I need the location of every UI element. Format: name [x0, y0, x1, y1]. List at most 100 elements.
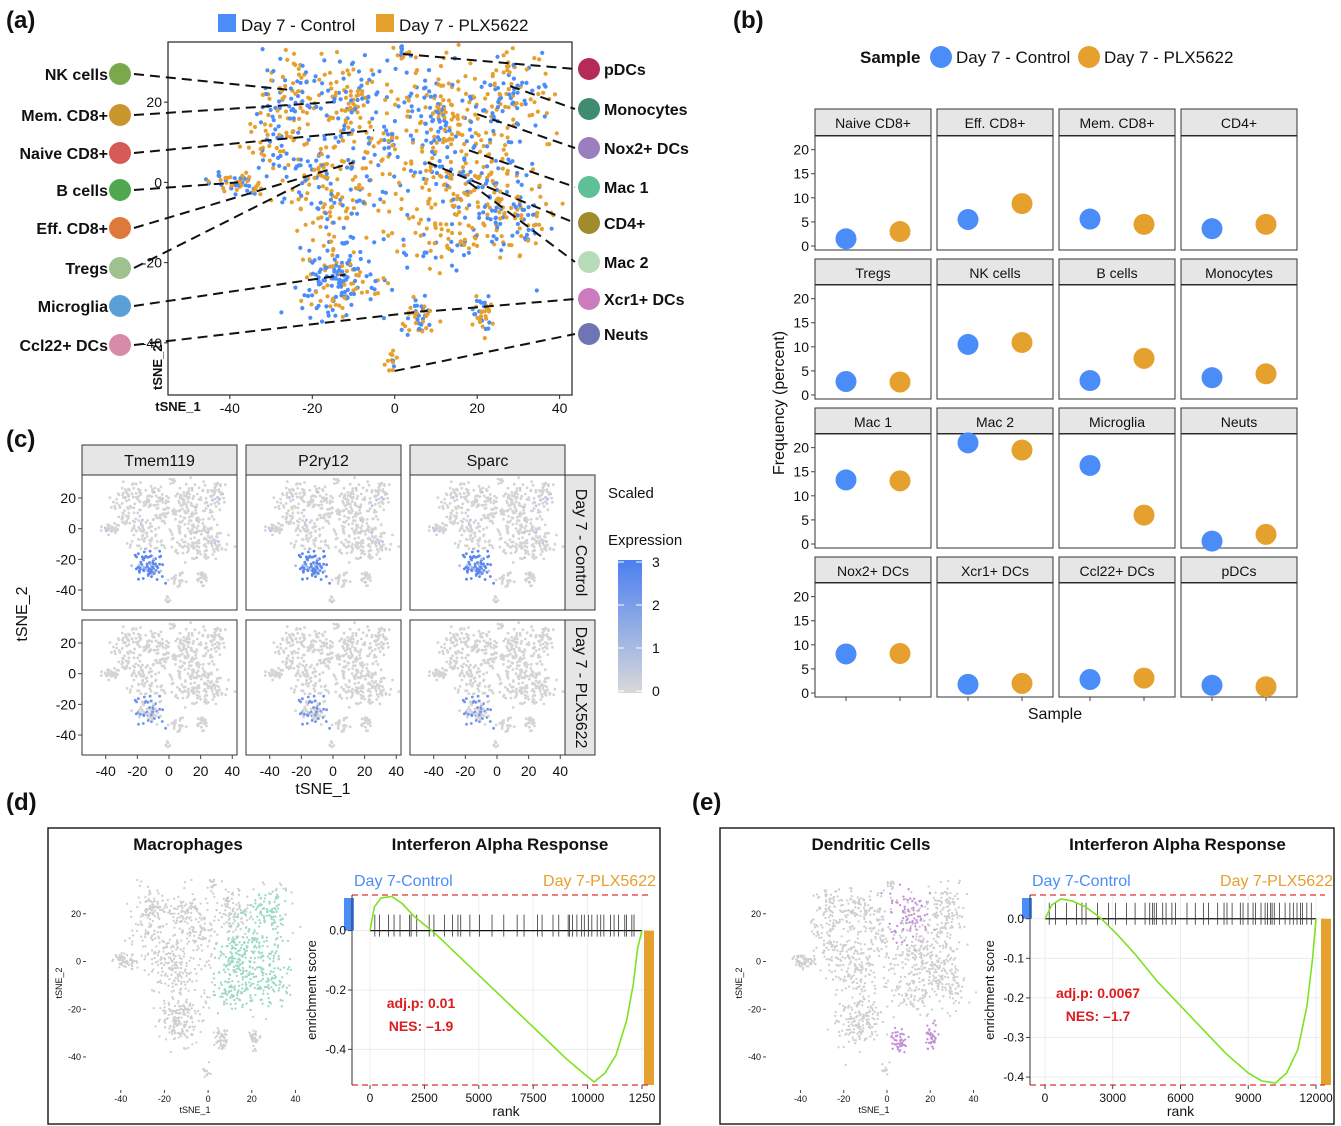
cell-point	[195, 556, 199, 559]
cell-point	[461, 520, 465, 524]
cell-point	[128, 633, 131, 637]
facet-title: Tmem119	[124, 453, 195, 470]
cell-point	[223, 500, 226, 504]
cell-point	[455, 511, 459, 515]
cell-point	[475, 116, 480, 121]
cell-point	[538, 194, 543, 199]
cell-point	[443, 523, 447, 527]
cell-point	[505, 125, 510, 130]
cell-point	[328, 197, 333, 202]
cell-point	[354, 659, 358, 663]
cell-point	[443, 497, 446, 501]
cell-point	[354, 557, 358, 560]
cell-point	[218, 177, 223, 183]
cell-point	[121, 638, 125, 642]
cell-point	[307, 257, 312, 262]
cell-point	[442, 127, 447, 132]
cell-point	[219, 636, 223, 640]
cluster-label: Microglia	[38, 299, 108, 316]
cell-point	[429, 328, 434, 333]
cell-point	[343, 209, 348, 214]
cell-point	[138, 653, 141, 657]
cell-point	[152, 557, 156, 561]
cell-point	[310, 220, 316, 225]
cell-point	[515, 487, 519, 490]
cell-point	[400, 321, 405, 326]
cell-point	[483, 540, 487, 543]
cell-point	[491, 114, 496, 119]
cell-point	[137, 722, 140, 726]
cell-point	[112, 645, 115, 649]
cell-point	[206, 531, 210, 535]
cell-point	[284, 486, 288, 490]
cell-point	[372, 656, 376, 659]
cell-point	[256, 180, 261, 185]
cell-point	[482, 204, 487, 209]
cell-point	[449, 480, 453, 483]
cell-point	[381, 488, 385, 491]
cell-point	[209, 648, 213, 651]
cell-point	[330, 116, 335, 121]
cell-point	[466, 527, 469, 531]
cell-point	[328, 599, 332, 602]
cell-point	[310, 701, 314, 704]
cell-point	[208, 511, 212, 514]
cell-point	[353, 544, 357, 548]
cell-point	[153, 691, 157, 695]
cell-point	[495, 496, 498, 500]
cell-point	[133, 647, 137, 651]
cell-point	[507, 504, 511, 508]
cell-point	[122, 665, 126, 669]
cell-point	[148, 694, 152, 698]
cell-point	[474, 556, 478, 559]
y-tick-label: 20	[793, 291, 809, 307]
cell-point	[397, 180, 402, 185]
cell-point	[517, 537, 521, 540]
cell-point	[456, 79, 461, 84]
cell-point	[140, 529, 144, 533]
cell-point	[137, 689, 141, 693]
cell-point	[318, 494, 322, 498]
panel-label: (a)	[6, 7, 35, 34]
cell-point	[331, 641, 334, 645]
cell-point	[390, 231, 395, 236]
cell-point	[472, 488, 476, 492]
cell-point	[498, 189, 503, 194]
cell-point	[417, 326, 422, 331]
cell-point	[341, 127, 346, 132]
cell-point	[316, 557, 320, 561]
cell-point	[128, 488, 131, 492]
cell-point	[502, 513, 506, 516]
cell-point	[318, 267, 323, 272]
cell-point	[399, 197, 404, 202]
cell-point	[300, 487, 304, 491]
cell-point	[418, 121, 423, 126]
cell-point	[364, 725, 367, 729]
cell-point	[354, 673, 358, 677]
cell-point	[304, 141, 309, 146]
cell-point	[368, 297, 373, 302]
cell-point	[311, 671, 315, 675]
cell-point	[359, 526, 363, 530]
cell-point	[430, 111, 435, 116]
facet-title: Tregs	[855, 265, 890, 281]
cell-point	[330, 264, 335, 269]
cell-point	[351, 687, 354, 691]
cell-point	[526, 238, 531, 243]
cell-point	[365, 716, 369, 720]
cell-point	[117, 660, 121, 664]
cell-point	[368, 500, 372, 504]
cell-point	[195, 701, 199, 704]
cell-point	[158, 562, 162, 566]
cell-point	[313, 554, 317, 558]
cell-point	[535, 517, 539, 521]
cell-point	[352, 660, 355, 664]
cell-point	[314, 681, 318, 685]
cell-point	[312, 648, 316, 652]
cell-point	[196, 684, 200, 688]
cell-point	[349, 302, 354, 307]
cell-point	[164, 726, 168, 730]
cluster-dot	[109, 334, 131, 356]
cell-point	[188, 492, 191, 496]
cell-point	[269, 674, 272, 678]
